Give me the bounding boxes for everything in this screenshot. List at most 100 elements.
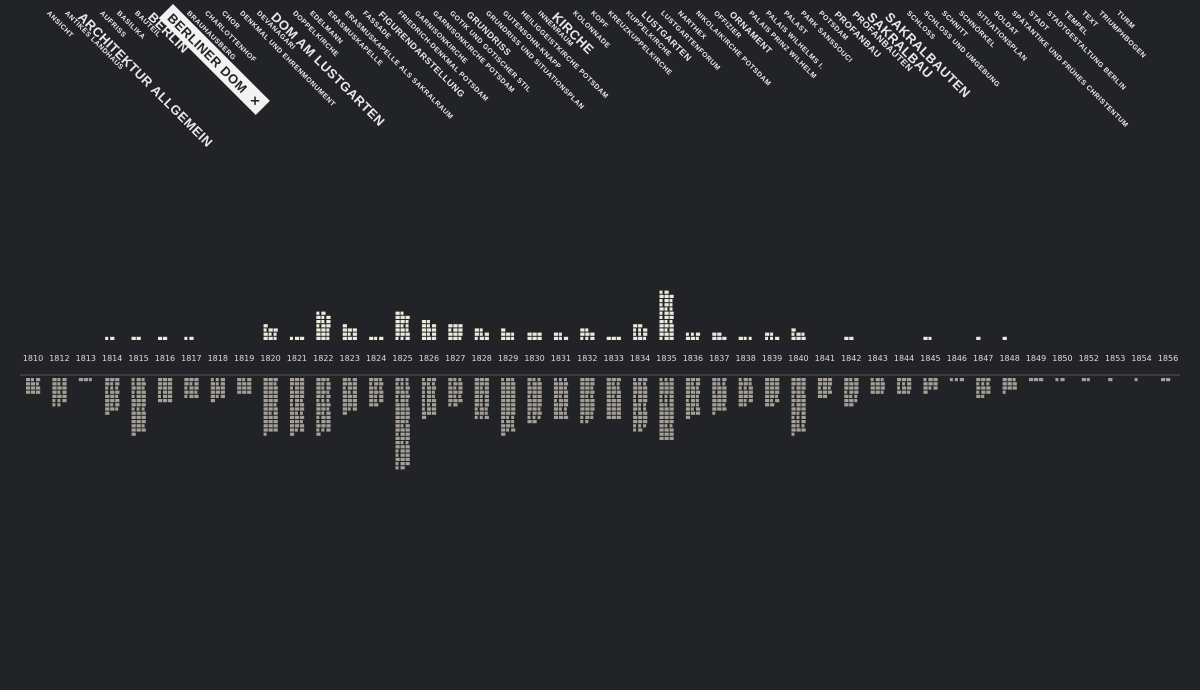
block-lower[interactable]: [590, 399, 595, 403]
block-lower[interactable]: [743, 378, 748, 382]
block-lower[interactable]: [136, 378, 141, 382]
block-lower[interactable]: [237, 378, 242, 382]
block-lower[interactable]: [448, 386, 453, 390]
block-lower[interactable]: [52, 399, 56, 403]
block-lower[interactable]: [215, 390, 220, 394]
block-upper[interactable]: [611, 336, 616, 340]
block-upper[interactable]: [379, 336, 384, 340]
block-upper[interactable]: [474, 328, 479, 332]
block-lower[interactable]: [294, 411, 298, 415]
block-upper[interactable]: [770, 336, 774, 340]
block-lower[interactable]: [633, 420, 638, 424]
block-lower[interactable]: [558, 403, 564, 407]
block-lower[interactable]: [659, 411, 664, 415]
block-lower[interactable]: [511, 428, 516, 432]
block-lower[interactable]: [659, 428, 664, 432]
block-upper[interactable]: [532, 332, 537, 336]
block-lower[interactable]: [426, 411, 432, 415]
block-lower[interactable]: [854, 399, 858, 403]
block-lower[interactable]: [690, 407, 694, 411]
year-label[interactable]: 1838: [735, 354, 756, 363]
block-upper[interactable]: [695, 336, 699, 340]
block-lower[interactable]: [136, 403, 141, 407]
block-lower[interactable]: [822, 390, 828, 394]
block-lower[interactable]: [875, 382, 880, 386]
block-lower[interactable]: [923, 386, 928, 390]
block-lower[interactable]: [57, 399, 61, 403]
block-upper[interactable]: [770, 332, 774, 336]
block-lower[interactable]: [817, 378, 823, 382]
block-upper[interactable]: [659, 303, 663, 307]
block-upper[interactable]: [643, 328, 648, 332]
block-lower[interactable]: [669, 390, 674, 394]
block-lower[interactable]: [695, 399, 699, 403]
block-lower[interactable]: [484, 399, 489, 403]
block-lower[interactable]: [585, 378, 590, 382]
block-lower[interactable]: [405, 453, 410, 457]
block-lower[interactable]: [743, 390, 748, 394]
block-lower[interactable]: [220, 390, 225, 394]
block-lower[interactable]: [405, 432, 410, 436]
block-lower[interactable]: [659, 403, 664, 407]
block-lower[interactable]: [690, 378, 696, 382]
block-upper[interactable]: [273, 336, 277, 340]
block-lower[interactable]: [659, 386, 664, 390]
block-lower[interactable]: [400, 457, 405, 461]
year-label[interactable]: 1825: [392, 354, 413, 363]
block-upper[interactable]: [511, 336, 515, 340]
block-upper[interactable]: [458, 328, 463, 332]
block-lower[interactable]: [405, 386, 410, 390]
block-lower[interactable]: [722, 386, 727, 390]
block-lower[interactable]: [321, 382, 325, 386]
block-lower[interactable]: [157, 382, 163, 386]
block-lower[interactable]: [316, 403, 321, 407]
block-lower[interactable]: [474, 403, 479, 407]
block-lower[interactable]: [431, 382, 435, 386]
block-lower[interactable]: [537, 415, 541, 419]
block-lower[interactable]: [379, 386, 383, 390]
block-lower[interactable]: [326, 378, 330, 382]
block-lower[interactable]: [431, 399, 437, 403]
block-lower[interactable]: [928, 386, 932, 390]
block-lower[interactable]: [685, 394, 691, 398]
block-lower[interactable]: [875, 378, 880, 382]
block-lower[interactable]: [1134, 378, 1138, 382]
block-lower[interactable]: [395, 399, 399, 403]
year-label[interactable]: 1815: [128, 354, 149, 363]
block-lower[interactable]: [775, 399, 780, 403]
block-lower[interactable]: [263, 382, 268, 386]
block-lower[interactable]: [585, 386, 590, 390]
block-lower[interactable]: [405, 445, 410, 449]
year-label[interactable]: 1810: [22, 354, 44, 363]
block-lower[interactable]: [796, 407, 801, 411]
block-upper[interactable]: [453, 324, 458, 328]
block-lower[interactable]: [532, 403, 537, 407]
block-lower[interactable]: [712, 403, 717, 407]
block-lower[interactable]: [210, 382, 215, 386]
block-lower[interactable]: [400, 386, 404, 390]
block-lower[interactable]: [558, 415, 564, 419]
block-lower[interactable]: [289, 420, 295, 424]
block-lower[interactable]: [981, 394, 985, 398]
block-lower[interactable]: [141, 390, 146, 394]
block-lower[interactable]: [400, 399, 405, 403]
block-upper[interactable]: [669, 294, 674, 298]
block-lower[interactable]: [643, 411, 648, 415]
block-lower[interactable]: [395, 411, 400, 415]
block-lower[interactable]: [638, 382, 642, 386]
block-upper[interactable]: [553, 336, 559, 340]
block-lower[interactable]: [157, 394, 161, 398]
block-lower[interactable]: [395, 449, 399, 453]
block-lower[interactable]: [590, 403, 595, 407]
block-lower[interactable]: [479, 403, 483, 407]
block-lower[interactable]: [822, 386, 828, 390]
block-lower[interactable]: [527, 390, 532, 394]
block-lower[interactable]: [263, 390, 268, 394]
year-label[interactable]: 1847: [973, 354, 994, 363]
block-lower[interactable]: [1007, 386, 1012, 390]
block-lower[interactable]: [400, 390, 405, 394]
block-lower[interactable]: [738, 394, 743, 398]
block-lower[interactable]: [902, 390, 907, 394]
block-lower[interactable]: [194, 394, 199, 398]
block-lower[interactable]: [685, 415, 691, 419]
